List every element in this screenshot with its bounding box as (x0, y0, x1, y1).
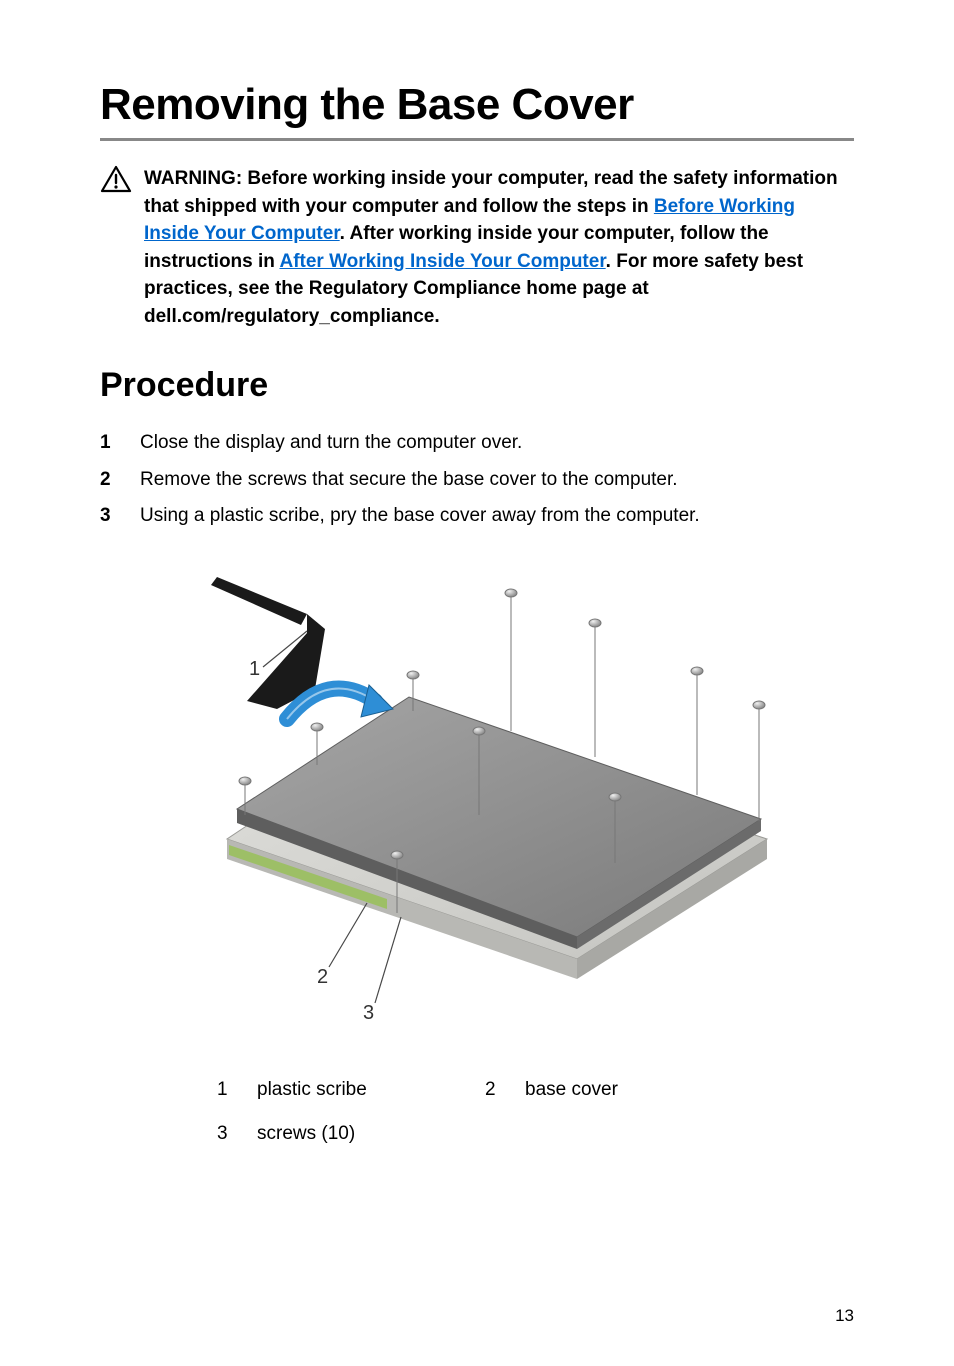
section-heading: Procedure (100, 366, 854, 405)
plastic-scribe (211, 577, 325, 709)
warning-block: WARNING: Before working inside your comp… (100, 165, 854, 330)
step-number: 1 (100, 429, 116, 458)
step-number: 3 (100, 502, 116, 531)
link-after-working[interactable]: After Working Inside Your Computer (279, 251, 605, 272)
legend-text-1: plastic scribe (257, 1079, 469, 1101)
callout-1: 1 (249, 658, 260, 680)
step-3: 3 Using a plastic scribe, pry the base c… (100, 502, 854, 531)
page-title: Removing the Base Cover (100, 80, 854, 141)
legend-text-2: base cover (525, 1079, 737, 1101)
legend-num-2: 2 (485, 1079, 509, 1101)
step-text: Remove the screws that secure the base c… (140, 466, 678, 495)
warning-text: WARNING: Before working inside your comp… (144, 165, 854, 330)
base-cover-figure: 1 2 3 (157, 559, 797, 1039)
step-text: Close the display and turn the computer … (140, 429, 522, 458)
warning-icon (100, 165, 132, 198)
figure-legend: 1 plastic scribe 2 base cover 3 screws (… (217, 1079, 737, 1145)
legend-num-3: 3 (217, 1123, 241, 1145)
step-1: 1 Close the display and turn the compute… (100, 429, 854, 458)
step-text: Using a plastic scribe, pry the base cov… (140, 502, 700, 531)
legend-text-3: screws (10) (257, 1123, 469, 1145)
legend-num-1: 1 (217, 1079, 241, 1101)
step-2: 2 Remove the screws that secure the base… (100, 466, 854, 495)
page-number: 13 (835, 1306, 854, 1326)
callout-3: 3 (363, 1002, 374, 1024)
procedure-steps: 1 Close the display and turn the compute… (100, 429, 854, 531)
callout-2: 2 (317, 966, 328, 988)
step-number: 2 (100, 466, 116, 495)
